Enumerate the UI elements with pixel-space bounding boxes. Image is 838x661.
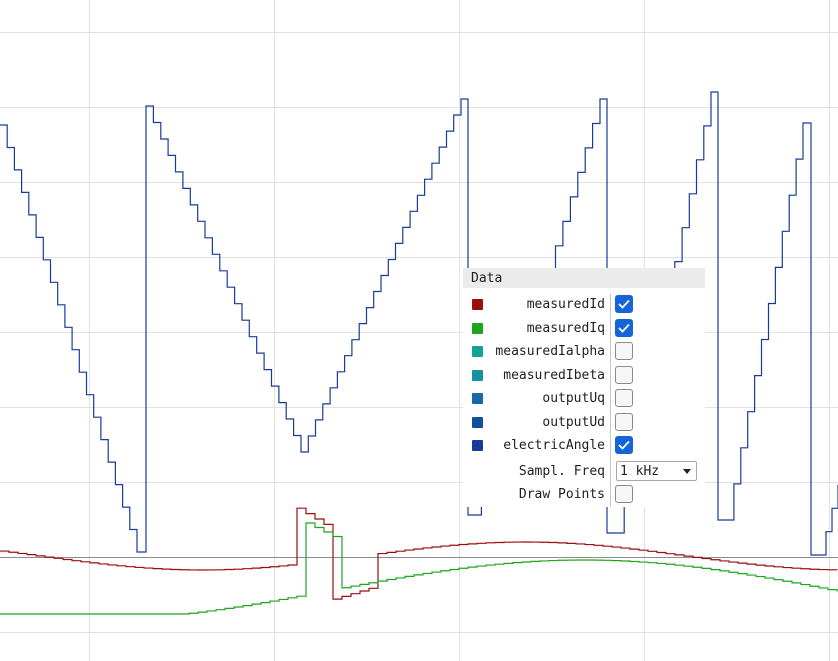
series-line-electricAngle [0, 91, 838, 556]
label-measuredId: measuredId [526, 297, 605, 312]
sample-freq-select[interactable]: 1 kHz [616, 461, 697, 481]
swatch-measuredIalpha [472, 346, 483, 357]
checkbox-outputUd[interactable] [615, 412, 633, 431]
row-measuredIbeta: measuredIbeta [463, 364, 705, 388]
checkbox-measuredIbeta[interactable] [615, 365, 633, 384]
checkbox-measuredIq[interactable] [615, 318, 633, 337]
row-measuredIq: measuredIq [463, 317, 705, 341]
chevron-down-icon [683, 469, 691, 474]
panel-title: Data [463, 268, 705, 288]
swatch-outputUd [472, 416, 483, 428]
label-electricAngle: electricAngle [503, 438, 605, 453]
data-panel: Data measuredId measuredIq measuredIalph… [463, 268, 705, 507]
swatch-electricAngle [472, 440, 483, 451]
row-draw-points: Draw Points [463, 483, 705, 507]
row-sample-freq: Sampl. Freq 1 kHz [463, 460, 705, 484]
panel-divider [610, 294, 611, 507]
label-outputUd: outputUd [542, 414, 605, 430]
row-measuredIalpha: measuredIalpha [463, 340, 705, 364]
label-measuredIq: measuredIq [526, 320, 605, 336]
label-measuredIbeta: measuredIbeta [503, 367, 605, 383]
swatch-measuredIbeta [472, 369, 483, 381]
swatch-measuredIq [472, 322, 483, 334]
checkbox-measuredIalpha[interactable] [615, 342, 633, 360]
draw-points-label: Draw Points [518, 487, 605, 502]
checkbox-draw-points[interactable] [615, 485, 633, 503]
swatch-outputUq [472, 393, 483, 404]
sample-freq-label: Sampl. Freq [518, 464, 605, 479]
series-line-measuredIq [0, 522, 838, 615]
label-outputUq: outputUq [542, 391, 605, 406]
row-outputUq: outputUq [463, 387, 705, 411]
sample-freq-value: 1 kHz [620, 464, 660, 479]
row-measuredId: measuredId [463, 293, 705, 317]
checkbox-measuredId[interactable] [615, 295, 633, 313]
row-outputUd: outputUd [463, 411, 705, 435]
series-line-measuredId [0, 507, 838, 600]
checkbox-electricAngle[interactable] [615, 436, 633, 454]
checkbox-outputUq[interactable] [615, 389, 633, 407]
swatch-measuredId [472, 299, 483, 310]
label-measuredIalpha: measuredIalpha [495, 344, 605, 359]
row-electricAngle: electricAngle [463, 434, 705, 458]
